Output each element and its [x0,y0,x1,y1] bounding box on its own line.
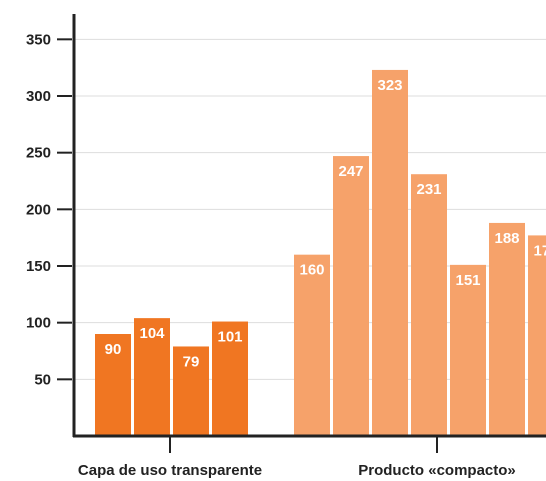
data-label-group2-1: 160 [299,262,324,279]
data-label-group2-3: 323 [377,77,402,94]
data-label-group1-4: 101 [217,329,242,346]
y-tick-label-250: 250 [26,145,51,162]
y-tick-label-100: 100 [26,315,51,332]
data-label-group1-3: 79 [183,353,200,370]
bar-group1-2 [134,318,170,436]
bar-group2-5 [450,264,486,436]
data-label-group2-7: 177 [533,242,546,259]
bars: 90 104 79 101 160 247 323 231 151 188 177 [95,69,546,437]
bar-group1-1 [95,334,131,436]
category-label-2: Producto «compacto» [358,462,516,479]
bar-group2-1 [294,254,330,436]
bar-group2-4 [411,174,447,436]
axes [72,14,546,438]
bar-group2-6 [489,222,525,436]
y-tick-label-50: 50 [34,371,51,388]
data-label-group2-6: 188 [494,230,519,247]
bar-group2-3 [372,69,408,436]
data-label-group1-1: 90 [105,341,122,358]
y-axis-ticks: 50 100 150 200 250 300 350 [26,31,72,388]
y-tick-label-350: 350 [26,31,51,48]
category-label-1: Capa de uso transparente [78,462,262,479]
y-tick-label-150: 150 [26,258,51,275]
data-label-group2-4: 231 [416,181,441,198]
data-label-group2-5: 151 [455,272,480,289]
data-label-group1-2: 104 [139,325,165,342]
bar-group2-2 [333,156,369,437]
y-tick-label-200: 200 [26,201,51,218]
category-labels: Capa de uso transparente Producto «compac… [78,436,516,479]
bar-group2-7 [528,235,546,436]
bar-group1-4 [212,321,248,436]
bar-group1-3 [173,346,209,436]
y-tick-label-300: 300 [26,88,51,105]
data-label-group2-2: 247 [338,163,363,180]
